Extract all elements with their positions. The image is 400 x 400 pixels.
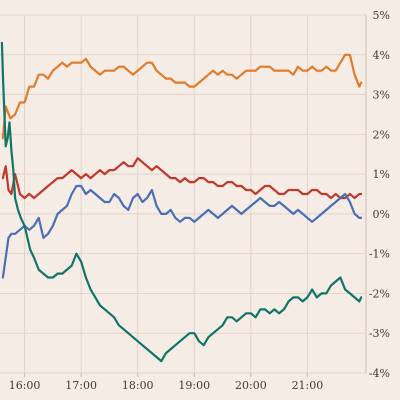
series-line-3 <box>1 184 363 279</box>
x-tick-label: 17:00 <box>65 379 97 392</box>
series-group <box>0 41 363 363</box>
y-tick-label: -2% <box>369 287 390 300</box>
y-tick-label: -4% <box>369 367 390 380</box>
series-line-4 <box>0 41 363 363</box>
x-tick-label: 16:00 <box>9 379 41 392</box>
x-tick-label: 21:00 <box>292 379 324 392</box>
y-axis: 5% 4% 3% 2% 1% 0% -1% -2% -3% -4% <box>365 9 390 380</box>
y-tick-label: 4% <box>373 49 390 62</box>
y-tick-label: 3% <box>373 89 390 102</box>
y-tick-label: 5% <box>373 9 390 22</box>
x-axis: 16:00 17:00 18:00 19:00 20:00 21:00 <box>9 373 324 392</box>
series-line-2 <box>1 157 363 200</box>
y-tick-label: 1% <box>373 168 390 181</box>
y-tick-label: 0% <box>373 208 390 221</box>
series-line-1 <box>1 53 363 140</box>
x-tick-label: 20:00 <box>235 379 267 392</box>
x-tick-label: 18:00 <box>122 379 154 392</box>
y-tick-label: -3% <box>369 327 390 340</box>
y-tick-label: -1% <box>369 248 390 261</box>
x-tick-label: 19:00 <box>178 379 210 392</box>
y-tick-label: 2% <box>373 128 390 141</box>
